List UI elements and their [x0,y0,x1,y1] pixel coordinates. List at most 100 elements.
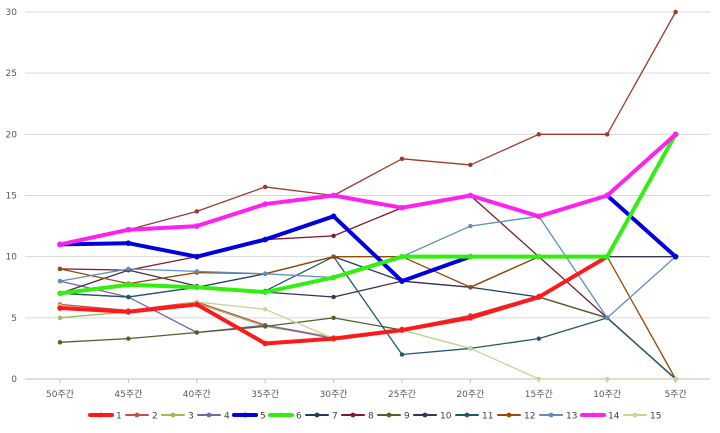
data-point [331,254,336,259]
data-point [57,290,63,297]
data-point [330,335,337,342]
data-point [535,294,542,300]
data-point [536,376,542,382]
legend-item-2: 2 [125,412,158,422]
data-point [468,223,473,229]
data-point [57,278,63,284]
data-point [262,340,269,347]
data-point [331,233,336,239]
series-6 [57,131,679,297]
legend-item-12: 12 [497,412,535,422]
x-tick-label: 5주간 [664,389,686,400]
data-point [262,201,269,207]
legend-item-6: 6 [268,412,302,422]
data-point [467,253,474,260]
data-point [535,213,542,220]
data-point [193,301,200,308]
legend-label: 7 [332,412,338,422]
x-tick-label: 30주간 [320,389,348,400]
legend-item-11: 11 [455,412,493,422]
y-tick-label: 30 [6,8,18,18]
series-line [59,256,677,298]
y-tick-label: 20 [6,130,18,140]
data-point [604,253,611,260]
legend-label: 11 [482,412,493,422]
y-tick-label: 25 [6,69,17,79]
legend-item-13: 13 [539,412,577,422]
legend-swatch-marker [386,412,392,418]
legend-swatch-marker [464,412,470,418]
legend-label: 14 [608,412,620,422]
axes: 0 5 10 15 20 25 30 50주간 45주간 40주간 35주간 30주간 25주간 20주간… [6,8,710,400]
data-point [604,132,610,137]
data-point [399,327,405,333]
legend-item-14: 14 [580,412,620,422]
data-point [57,266,63,272]
data-point [467,192,474,199]
data-point [262,307,268,312]
data-point [330,192,337,199]
data-point [194,209,200,214]
data-point [604,376,610,382]
legend-item-9: 9 [377,412,410,422]
legend-label: 8 [368,412,374,422]
series-line [605,193,678,259]
legend: 1 2 3 4 5 6 7 8 9 10 11 12 13 14 15 [88,412,661,422]
legend-swatch-marker [206,412,212,418]
legend-swatch-marker [314,412,320,418]
data-point [57,305,63,311]
legend-swatch-marker [278,412,284,418]
legend-label: 9 [404,412,410,422]
data-point [262,289,269,295]
data-point [193,284,200,291]
data-point [125,308,132,315]
legend-swatch-marker [242,412,248,418]
legend-swatch-marker [590,412,596,418]
legend-swatch-marker [134,412,140,418]
data-point [194,330,200,335]
data-point [604,315,610,321]
x-tick-label: 40주간 [183,389,211,400]
x-tick-label: 10주간 [593,389,621,400]
legend-label: 12 [524,412,535,422]
data-point [125,281,132,288]
data-point [672,253,679,260]
data-point [57,241,63,248]
data-point [331,294,336,300]
data-point [535,253,542,260]
legend-label: 13 [566,412,577,422]
data-point [57,315,63,321]
data-point [673,376,678,382]
x-tick-label: 45주간 [114,389,142,400]
data-point [399,156,405,162]
series-line [58,214,473,284]
data-point [262,271,268,277]
legend-item-10: 10 [413,412,452,422]
legend-swatch-marker [422,412,428,418]
y-tick-label: 15 [6,192,17,202]
data-point [330,274,337,281]
legend-label: 3 [188,412,194,422]
data-point [330,213,337,220]
data-point [536,336,542,341]
series-10 [57,254,678,300]
data-point [468,285,473,290]
y-tick-label: 5 [11,314,17,324]
legend-swatch-marker [350,412,356,418]
data-point [399,352,405,357]
series-lines [57,9,679,382]
series-unnamed [57,9,678,247]
legend-item-1: 1 [88,412,122,422]
data-point [468,162,473,168]
legend-label: 5 [260,412,266,422]
data-point [126,266,131,272]
legend-swatch-marker [170,412,176,418]
data-point [536,132,542,137]
legend-item-3: 3 [161,412,194,422]
data-point [262,324,268,329]
data-point [57,340,63,345]
legend-item-5: 5 [232,412,266,422]
data-point [193,223,200,229]
legend-swatch-marker [506,412,512,418]
legend-item-7: 7 [305,412,338,422]
